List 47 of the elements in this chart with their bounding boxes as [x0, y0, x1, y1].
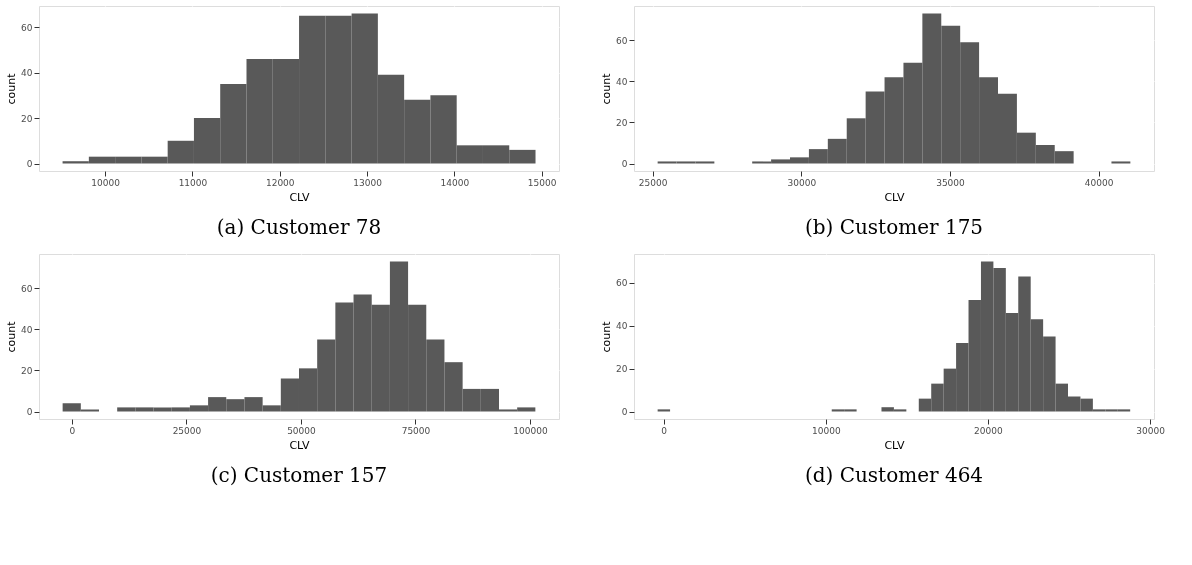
x-axis-title: CLV [289, 438, 311, 452]
y-axis-title: count [600, 320, 614, 353]
y-tick-label: 0 [26, 407, 33, 417]
y-tick-label: 60 [616, 278, 628, 289]
x-axis-title: CLV [884, 190, 906, 204]
x-tick-label: 30000 [1136, 425, 1166, 436]
y-tick-label: 60 [21, 22, 33, 33]
y-tick-label: 20 [616, 117, 628, 128]
x-axis-title: CLV [289, 190, 311, 204]
y-tick-label: 40 [21, 324, 33, 335]
y-axis-title: count [600, 72, 614, 105]
y-tick-label: 60 [616, 35, 628, 46]
text: (b) Customer 175 [804, 215, 984, 239]
x-tick-label: 25000 [638, 177, 668, 188]
y-axis-title: count [5, 72, 19, 105]
x-tick-label: 12000 [265, 177, 295, 188]
x-axis-title: CLV [884, 438, 906, 452]
x-tick-label: 75000 [401, 425, 431, 436]
x-tick-label: 13000 [353, 177, 383, 188]
y-tick-label: 20 [616, 364, 628, 375]
x-tick-label: 15000 [527, 177, 557, 188]
x-tick-label: 14000 [440, 177, 470, 188]
y-axis-title: count [5, 320, 19, 353]
y-tick-label: 40 [21, 68, 33, 79]
y-tick-label: 0 [621, 407, 628, 417]
text: (c) Customer 157 [210, 463, 388, 487]
text: (d) Customer 464 [804, 463, 984, 487]
x-tick-label: 50000 [287, 425, 317, 436]
y-tick-label: 20 [21, 365, 33, 376]
x-tick-label: 35000 [936, 177, 966, 188]
x-tick-label: 30000 [787, 177, 817, 188]
x-tick-label: 25000 [172, 425, 202, 436]
y-tick-label: 0 [26, 159, 33, 169]
y-tick-label: 60 [21, 283, 33, 294]
x-tick-label: 10000 [811, 425, 841, 436]
x-tick-label: 20000 [974, 425, 1004, 436]
y-tick-label: 40 [616, 76, 628, 87]
y-tick-label: 0 [621, 159, 628, 169]
x-tick-label: 0 [661, 425, 668, 436]
y-tick-label: 20 [21, 113, 33, 124]
x-tick-label: 0 [69, 425, 76, 436]
x-tick-label: 40000 [1084, 177, 1114, 188]
x-tick-label: 11000 [178, 177, 208, 188]
x-tick-label: 100000 [513, 425, 548, 436]
text: (a) Customer 78 [216, 215, 382, 239]
x-tick-label: 10000 [91, 177, 121, 188]
y-tick-label: 40 [616, 321, 628, 332]
